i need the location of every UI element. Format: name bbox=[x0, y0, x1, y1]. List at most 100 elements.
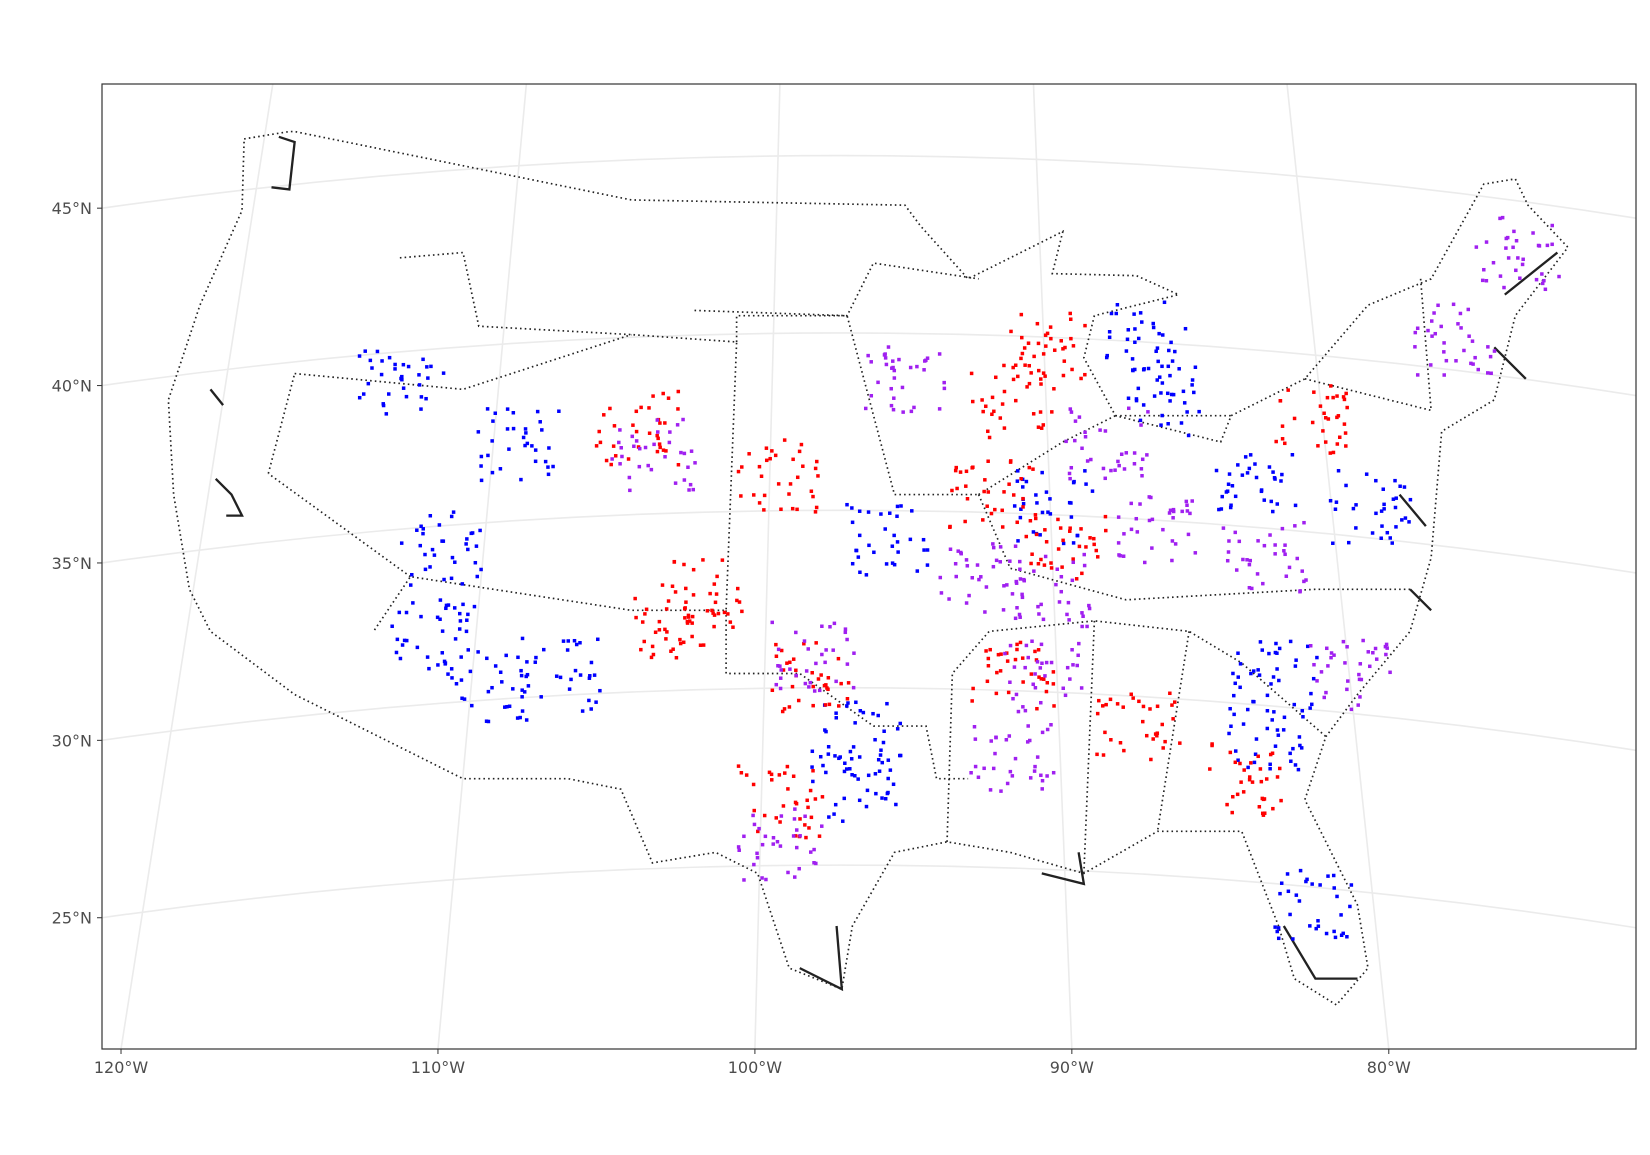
site-dot bbox=[817, 688, 822, 693]
site-dot bbox=[1179, 421, 1184, 425]
site-dot bbox=[656, 436, 660, 441]
site-dot bbox=[1013, 657, 1018, 662]
site-dot bbox=[1115, 303, 1120, 307]
site-dot bbox=[1126, 328, 1131, 332]
site-dot bbox=[843, 627, 848, 631]
site-dot bbox=[656, 430, 660, 434]
site-dot bbox=[1021, 505, 1025, 509]
site-dot bbox=[485, 656, 489, 661]
site-dot bbox=[1034, 532, 1039, 537]
site-dot bbox=[1057, 600, 1062, 604]
site-dot bbox=[1023, 363, 1027, 367]
site-dot bbox=[965, 497, 970, 501]
site-dot bbox=[698, 643, 703, 647]
site-dot bbox=[1287, 565, 1292, 570]
site-dot bbox=[375, 349, 380, 354]
site-dot bbox=[450, 676, 454, 680]
site-dot bbox=[793, 807, 797, 811]
site-dot bbox=[785, 661, 789, 665]
site-dot bbox=[976, 775, 981, 780]
site-dot bbox=[892, 376, 897, 380]
site-dot bbox=[948, 547, 953, 551]
site-dot bbox=[1279, 881, 1284, 885]
site-dot bbox=[1043, 554, 1048, 559]
site-dot bbox=[1039, 602, 1043, 607]
site-dot bbox=[965, 564, 970, 568]
site-dot bbox=[1292, 416, 1297, 421]
site-dot bbox=[1135, 530, 1140, 534]
site-dot bbox=[752, 862, 756, 867]
site-dot bbox=[973, 737, 978, 741]
site-dot bbox=[1072, 479, 1076, 484]
site-dot bbox=[1502, 285, 1506, 290]
site-dot bbox=[1161, 746, 1165, 750]
site-dot bbox=[1071, 560, 1075, 565]
site-dot bbox=[1090, 489, 1095, 493]
site-dot bbox=[737, 848, 741, 853]
site-dot bbox=[988, 788, 993, 792]
site-dot bbox=[985, 504, 989, 508]
site-dot bbox=[1492, 349, 1497, 353]
site-dot bbox=[1221, 526, 1226, 530]
site-dot bbox=[1333, 935, 1338, 940]
site-dot bbox=[1104, 702, 1108, 707]
site-dot bbox=[1039, 557, 1043, 562]
site-dot bbox=[1323, 440, 1328, 444]
site-dot bbox=[1351, 506, 1356, 511]
site-dot bbox=[1302, 579, 1306, 584]
site-dot bbox=[865, 788, 870, 793]
site-dot bbox=[1059, 589, 1064, 594]
site-dot bbox=[857, 798, 862, 803]
site-dot bbox=[1007, 482, 1011, 486]
site-dot bbox=[1430, 334, 1434, 338]
site-dot bbox=[1048, 497, 1052, 501]
site-dot bbox=[1018, 567, 1022, 572]
site-dot bbox=[1025, 740, 1030, 744]
site-dot bbox=[770, 688, 775, 693]
site-dot bbox=[663, 421, 667, 425]
site-dot bbox=[658, 445, 662, 450]
site-dot bbox=[1308, 644, 1313, 648]
site-dot bbox=[1314, 926, 1318, 931]
site-dot bbox=[542, 647, 546, 652]
site-dot bbox=[681, 640, 686, 645]
site-dot bbox=[1384, 642, 1389, 647]
site-dot bbox=[1122, 467, 1127, 471]
panel-border bbox=[101, 83, 1637, 1050]
site-dot bbox=[877, 769, 882, 773]
site-dot bbox=[1079, 686, 1084, 690]
site-dot bbox=[814, 861, 818, 866]
site-dot bbox=[751, 782, 756, 787]
site-dot bbox=[824, 648, 828, 652]
site-dot bbox=[850, 506, 854, 510]
site-dot bbox=[891, 359, 895, 363]
site-dot bbox=[955, 486, 959, 491]
site-dot bbox=[1045, 331, 1050, 336]
site-dot bbox=[1018, 615, 1022, 619]
site-dot bbox=[670, 584, 675, 588]
site-dot bbox=[1484, 278, 1489, 283]
site-dot bbox=[1550, 242, 1554, 247]
site-dot bbox=[572, 638, 577, 643]
site-dot bbox=[880, 796, 884, 800]
site-dot bbox=[788, 660, 792, 665]
site-dot bbox=[1157, 375, 1162, 379]
site-dot bbox=[1260, 811, 1265, 816]
site-dot bbox=[612, 424, 617, 428]
site-dot bbox=[1020, 335, 1024, 340]
site-dot bbox=[1236, 675, 1240, 679]
site-dot bbox=[1039, 773, 1043, 778]
site-dot bbox=[971, 465, 975, 469]
site-dot bbox=[788, 482, 793, 486]
site-dot bbox=[740, 609, 744, 614]
site-dot bbox=[520, 709, 525, 713]
site-dot bbox=[793, 875, 797, 879]
site-dot bbox=[816, 474, 820, 478]
x-tick-label: 120°W bbox=[94, 1058, 149, 1077]
site-dot bbox=[1021, 501, 1026, 506]
site-dot bbox=[811, 494, 815, 499]
site-dot bbox=[1068, 311, 1072, 316]
us-map bbox=[167, 130, 1570, 1007]
site-dot bbox=[994, 691, 999, 696]
site-dot bbox=[846, 681, 851, 685]
